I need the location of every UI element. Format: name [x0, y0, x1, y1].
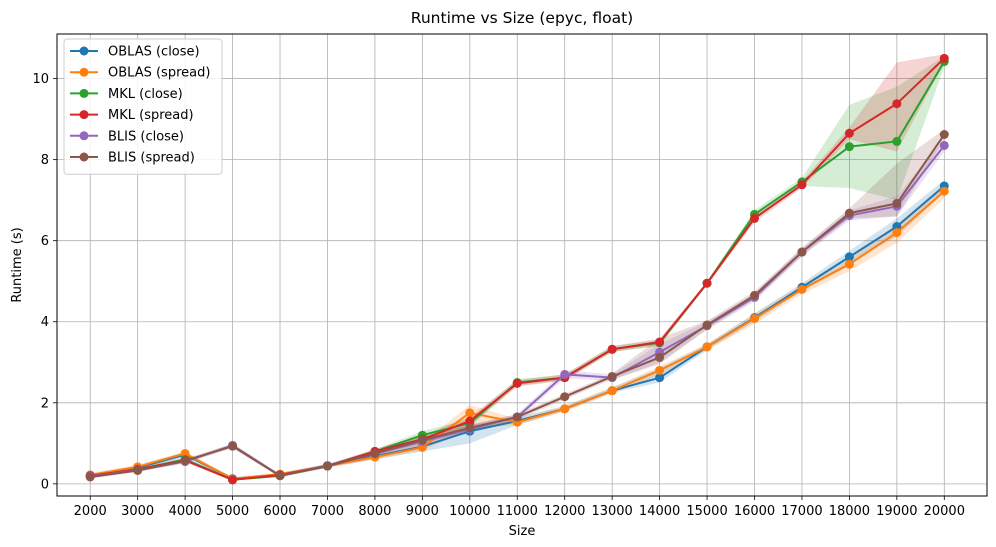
legend-swatch-marker — [79, 152, 89, 162]
data-point — [370, 448, 380, 458]
chart-title: Runtime vs Size (epyc, float) — [411, 9, 633, 27]
legend-swatch-marker — [79, 67, 89, 77]
x-tick-label: 8000 — [358, 504, 391, 519]
x-tick-label: 2000 — [74, 504, 107, 519]
data-point — [844, 252, 854, 262]
data-point — [750, 313, 759, 323]
data-point — [607, 371, 617, 381]
data-point — [607, 344, 617, 354]
x-tick-label: 6000 — [263, 504, 296, 519]
data-point — [844, 142, 854, 152]
x-tick-label: 19000 — [876, 504, 917, 519]
data-point — [702, 342, 712, 352]
data-point — [892, 99, 902, 109]
x-tick-label: 17000 — [781, 504, 822, 519]
y-tick-label: 0 — [41, 477, 49, 492]
data-point — [417, 435, 427, 445]
x-tick-label: 11000 — [497, 504, 538, 519]
legend: OBLAS (close) OBLAS (spread) MKL (close) MK… — [63, 38, 223, 175]
plot-frame — [56, 33, 988, 497]
x-tick-label: 20000 — [924, 504, 965, 519]
series-lines — [85, 53, 949, 485]
data-point — [750, 213, 759, 223]
data-point — [180, 456, 190, 466]
x-tick-label: 4000 — [169, 504, 202, 519]
data-point — [322, 461, 332, 471]
legend-box — [63, 38, 223, 175]
legend-label: BLIS (close) — [108, 129, 184, 144]
data-point — [560, 369, 570, 379]
x-tick-label: 12000 — [544, 504, 585, 519]
data-point — [655, 365, 665, 375]
legend-swatch-marker — [79, 131, 89, 141]
y-tick-label: 10 — [32, 72, 49, 87]
y-tick-label: 8 — [41, 153, 49, 168]
x-tick-label: 13000 — [591, 504, 632, 519]
x-tick-label: 9000 — [406, 504, 439, 519]
x-tick-label: 18000 — [829, 504, 870, 519]
data-point — [844, 128, 854, 138]
legend-label: OBLAS (close) — [108, 45, 200, 60]
data-point — [228, 475, 238, 485]
legend-label: BLIS (spread) — [108, 151, 195, 166]
data-point — [465, 416, 475, 426]
data-point — [465, 423, 475, 433]
data-point — [560, 392, 570, 402]
data-point — [797, 180, 807, 190]
data-point — [512, 378, 522, 388]
data-point — [939, 140, 949, 150]
data-point — [655, 352, 665, 362]
y-axis-ticks: 0 2 4 6 8 10 — [32, 72, 57, 492]
x-tick-label: 10000 — [449, 504, 490, 519]
legend-label: MKL (close) — [108, 87, 183, 102]
x-tick-label: 5000 — [216, 504, 249, 519]
x-tick-label: 15000 — [686, 504, 727, 519]
legend-swatch-marker — [79, 88, 89, 98]
data-point — [892, 136, 902, 146]
data-point — [702, 278, 712, 288]
data-point — [797, 247, 807, 257]
legend-label: OBLAS (spread) — [108, 66, 210, 81]
x-tick-label: 3000 — [121, 504, 154, 519]
data-point — [560, 404, 570, 414]
x-tick-label: 7000 — [311, 504, 344, 519]
data-point — [797, 284, 807, 294]
legend-swatch-marker — [79, 46, 89, 56]
x-tick-label: 16000 — [734, 504, 775, 519]
data-point — [750, 290, 759, 300]
data-point — [939, 186, 949, 196]
y-tick-label: 6 — [41, 234, 49, 249]
data-point — [275, 471, 285, 481]
data-point — [133, 465, 143, 475]
x-axis-ticks: 2000 3000 4000 5000 6000 7000 8000 9000 10000 110… — [74, 496, 965, 519]
legend-label: MKL (spread) — [108, 108, 194, 123]
legend-swatch-marker — [79, 110, 89, 120]
data-point — [655, 337, 665, 347]
data-point — [607, 386, 617, 396]
x-tick-label: 14000 — [639, 504, 680, 519]
x-axis-label: Size — [509, 524, 536, 539]
data-point — [939, 130, 949, 140]
data-point — [892, 228, 902, 238]
data-point — [939, 53, 949, 63]
data-point — [844, 259, 854, 269]
data-point — [512, 412, 522, 422]
data-point — [85, 472, 95, 482]
series-group — [85, 130, 949, 482]
y-axis-label: Runtime (s) — [10, 227, 25, 302]
data-point — [892, 198, 902, 208]
data-point — [655, 373, 665, 383]
data-point — [228, 441, 238, 451]
y-tick-label: 4 — [41, 315, 49, 330]
data-point — [702, 320, 712, 330]
data-point — [844, 208, 854, 218]
data-point — [465, 408, 475, 418]
y-tick-label: 2 — [41, 396, 49, 411]
